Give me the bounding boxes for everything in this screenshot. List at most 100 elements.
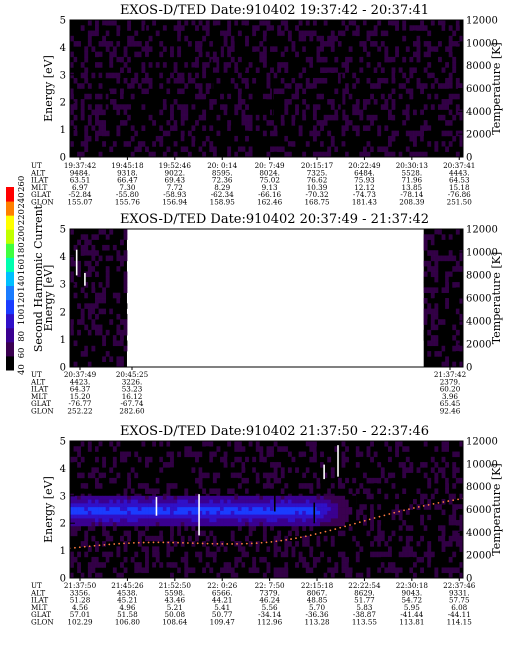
heatmap-cell [266, 567, 271, 574]
band-cell [302, 499, 307, 504]
heatmap-cell [255, 467, 260, 473]
heatmap-cell [348, 46, 353, 52]
heatmap-cell [227, 83, 232, 89]
heatmap-cell [70, 88, 74, 95]
heatmap-cell [155, 62, 160, 68]
table-row-label: MLT [31, 392, 48, 401]
band-cell [191, 522, 196, 527]
heatmap-cell [223, 62, 228, 68]
heatmap-cell [184, 109, 189, 116]
heatmap-cell [430, 72, 435, 79]
heatmap-cell [280, 46, 285, 52]
heatmap-cell [70, 356, 74, 362]
band-cell [145, 499, 149, 504]
band-cell [230, 514, 235, 519]
table-cell: 106.80 [115, 618, 141, 627]
heatmap-cell [441, 530, 446, 537]
heatmap-cell [195, 472, 199, 479]
heatmap-cell [98, 303, 103, 309]
heatmap-cell [80, 456, 85, 463]
temperature-point [349, 524, 351, 526]
heatmap-cell [120, 255, 124, 262]
band-cell [162, 514, 167, 519]
heatmap-cell [341, 546, 346, 552]
heatmap-cell [205, 135, 210, 142]
band-cell [259, 499, 264, 504]
heatmap-cell [237, 541, 242, 547]
band-cell [195, 503, 199, 508]
band-cell [302, 514, 307, 519]
heatmap-cell [387, 25, 392, 31]
band-cell [162, 503, 167, 508]
heatmap-cell [234, 472, 239, 479]
heatmap-cell [141, 88, 146, 95]
heatmap-cell [162, 30, 167, 37]
data-streak [75, 249, 78, 276]
band-cell [266, 514, 271, 519]
table-cell: 20: 7:49 [255, 161, 285, 170]
heatmap-cell [248, 146, 253, 153]
heatmap-cell [348, 141, 353, 147]
heatmap-cell [198, 83, 203, 89]
temperature-point [309, 534, 312, 537]
heatmap-cell [212, 120, 217, 126]
band-cell [352, 522, 357, 527]
table-cell: -41.44 [400, 610, 423, 619]
heatmap-cell [441, 313, 446, 320]
heatmap-cell [377, 525, 382, 531]
heatmap-cell [320, 535, 324, 542]
heatmap-cell [337, 35, 342, 42]
heatmap-cell [91, 30, 96, 37]
heatmap-cell [416, 556, 421, 563]
heatmap-cell [195, 530, 199, 537]
heatmap-cell [184, 72, 189, 79]
heatmap-cell [366, 62, 371, 68]
heatmap-cell [277, 67, 282, 73]
heatmap-cell [112, 88, 117, 95]
heatmap-cell [70, 530, 74, 537]
heatmap-cell [91, 244, 96, 251]
heatmap-cell [266, 72, 271, 79]
band-cell [112, 499, 117, 504]
table-cell: 21:37:50 [64, 581, 97, 590]
heatmap-cell [191, 525, 196, 531]
band-cell [241, 503, 246, 508]
heatmap-cell [302, 88, 307, 95]
heatmap-cell [202, 62, 207, 68]
band-cell [152, 495, 157, 500]
heatmap-cell [405, 467, 410, 473]
band-cell [305, 495, 310, 500]
heatmap-cell [284, 135, 289, 142]
heatmap-cell [245, 35, 249, 42]
data-streak [323, 464, 325, 480]
table-cell: 76.62 [307, 176, 328, 185]
heatmap-cell [255, 46, 260, 52]
table-cell: 208.39 [399, 198, 425, 207]
heatmap-cell [270, 456, 274, 463]
data-streak [178, 465, 180, 485]
heatmap-cell [348, 41, 353, 47]
heatmap-cell [302, 146, 307, 153]
heatmap-cell [80, 141, 85, 147]
table-cell: 20:37:41 [443, 161, 475, 170]
heatmap-cell [441, 541, 446, 547]
heatmap-cell [162, 62, 167, 68]
heatmap-cell [452, 441, 457, 447]
band-cell [345, 503, 349, 508]
band-cell [273, 510, 278, 515]
heatmap-cell [73, 125, 78, 131]
band-cell [191, 518, 196, 523]
band-cell [334, 507, 339, 512]
heatmap-cell [198, 477, 203, 484]
heatmap-cell [198, 88, 203, 95]
heatmap-cell [170, 72, 174, 79]
heatmap-cell [380, 456, 385, 463]
heatmap-cell [373, 30, 378, 37]
heatmap-cell [295, 104, 299, 110]
heatmap-cell [409, 525, 414, 531]
heatmap-cell [316, 104, 321, 110]
heatmap-cell [445, 535, 450, 542]
band-cell [198, 518, 203, 523]
heatmap-cell [227, 488, 232, 494]
heatmap-cell [102, 356, 107, 362]
